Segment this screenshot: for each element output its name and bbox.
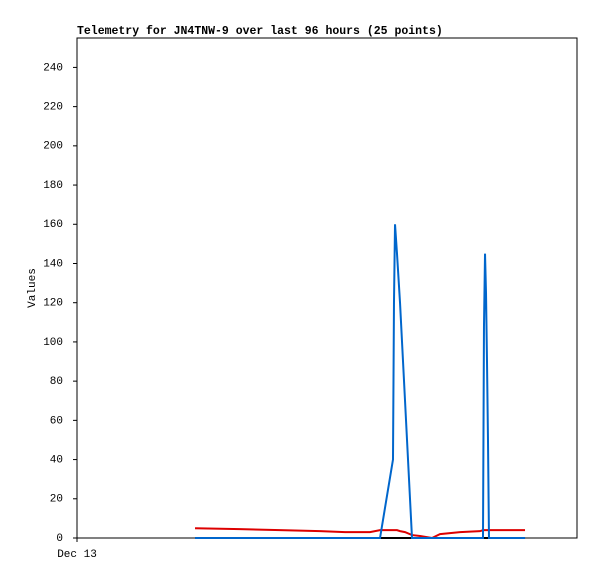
- y-tick-label: 140: [43, 258, 63, 270]
- chart-title: Telemetry for JN4TNW-9 over last 96 hour…: [77, 25, 443, 38]
- series-line: [195, 224, 526, 539]
- y-tick-label: 0: [56, 533, 63, 545]
- series-line: [194, 527, 526, 540]
- y-tick-label: 180: [43, 180, 63, 192]
- y-tick-label: 240: [43, 62, 63, 74]
- y-axis-label: Values: [27, 268, 39, 308]
- y-tick-label: 40: [50, 454, 63, 466]
- y-tick-label: 60: [50, 415, 63, 427]
- x-tick-label: Dec 13: [57, 549, 97, 561]
- y-tick-label: 200: [43, 141, 63, 153]
- y-tick-label: 120: [43, 298, 63, 310]
- y-tick-label: 160: [43, 219, 63, 231]
- y-tick-label: 80: [50, 376, 63, 388]
- plot-frame: [76, 37, 578, 539]
- y-tick-label: 100: [43, 337, 63, 349]
- y-tick-label: 20: [50, 494, 63, 506]
- y-tick-label: 220: [43, 102, 63, 114]
